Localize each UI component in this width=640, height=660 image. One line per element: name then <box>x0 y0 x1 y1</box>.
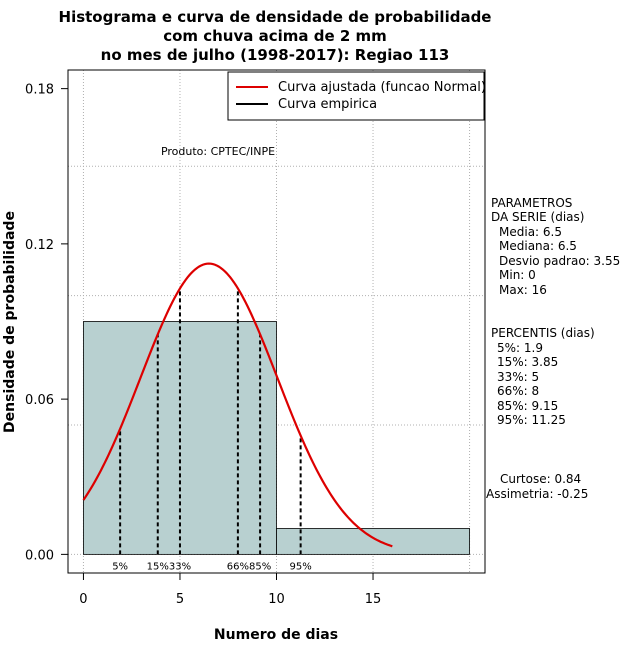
param-min: Min: 0 <box>499 268 536 282</box>
percentil-5: 5%: 1.9 <box>497 341 543 355</box>
percentile-label: 66% <box>227 561 249 572</box>
x-tick-label: 15 <box>365 592 382 607</box>
y-tick-label: 0.00 <box>25 548 54 563</box>
param-desvio: Desvio padrao: 3.55 <box>499 254 620 268</box>
percentil-66: 66%: 8 <box>497 384 539 398</box>
x-axis-title: Numero de dias <box>214 627 338 643</box>
params-header-1: PARAMETROS <box>491 196 572 210</box>
legend-label-fitted: Curva ajustada (funcao Normal) <box>278 80 486 95</box>
percentile-layer: 5% 15% 33% 66% 85% 95% <box>112 288 312 572</box>
annotation-produto: Produto: CPTEC/INPE <box>161 145 275 158</box>
percentil-33: 33%: 5 <box>497 370 539 384</box>
percentil-95: 95%: 11.25 <box>497 413 566 427</box>
legend-box <box>227 71 485 121</box>
percentile-label: 33% <box>169 561 191 572</box>
params-header-2: DA SERIE (dias) <box>491 210 584 224</box>
y-tick-label: 0.18 <box>25 83 54 98</box>
param-mediana: Mediana: 6.5 <box>499 239 577 253</box>
chart-title-line-3: no mes de julho (1998-2017): Regiao 113 <box>101 46 450 64</box>
curve-layer <box>82 262 393 548</box>
chart-title-line-1: Histograma e curva de densidade de proba… <box>59 8 492 26</box>
percentis-header: PERCENTIS (dias) <box>491 326 595 340</box>
legend: Curva ajustada (funcao Normal) Curva emp… <box>227 71 486 121</box>
curtose: Curtose: 0.84 <box>500 472 581 486</box>
legend-label-empirical: Curva empirica <box>278 97 377 112</box>
percentile-label: 5% <box>112 561 128 572</box>
chart-title-line-2: com chuva acima de 2 mm <box>163 27 387 45</box>
param-max: Max: 16 <box>499 283 547 297</box>
fitted-curve <box>82 262 393 548</box>
assimetria: Assimetria: -0.25 <box>486 487 588 501</box>
side-panel: PARAMETROS DA SERIE (dias) Media: 6.5 Me… <box>486 196 620 501</box>
y-tick-label: 0.12 <box>25 238 54 253</box>
y-axis-title: Densidade de probabilidade <box>2 211 18 433</box>
param-media: Media: 6.5 <box>499 225 562 239</box>
plot-frame <box>67 69 486 574</box>
percentil-85: 85%: 9.15 <box>497 399 558 413</box>
x-tick-label: 10 <box>268 592 285 607</box>
percentile-label: 15% <box>147 561 169 572</box>
x-tick-label: 0 <box>79 592 87 607</box>
bars-layer <box>83 321 470 555</box>
axis-layer: 0 5 10 15 0.00 0.06 0.12 0.18 <box>25 83 381 607</box>
percentile-label: 95% <box>290 561 312 572</box>
histogram-bar <box>276 528 470 555</box>
percentile-label: 85% <box>249 561 271 572</box>
y-tick-label: 0.06 <box>25 393 54 408</box>
percentil-15: 15%: 3.85 <box>497 355 558 369</box>
x-tick-label: 5 <box>176 592 184 607</box>
